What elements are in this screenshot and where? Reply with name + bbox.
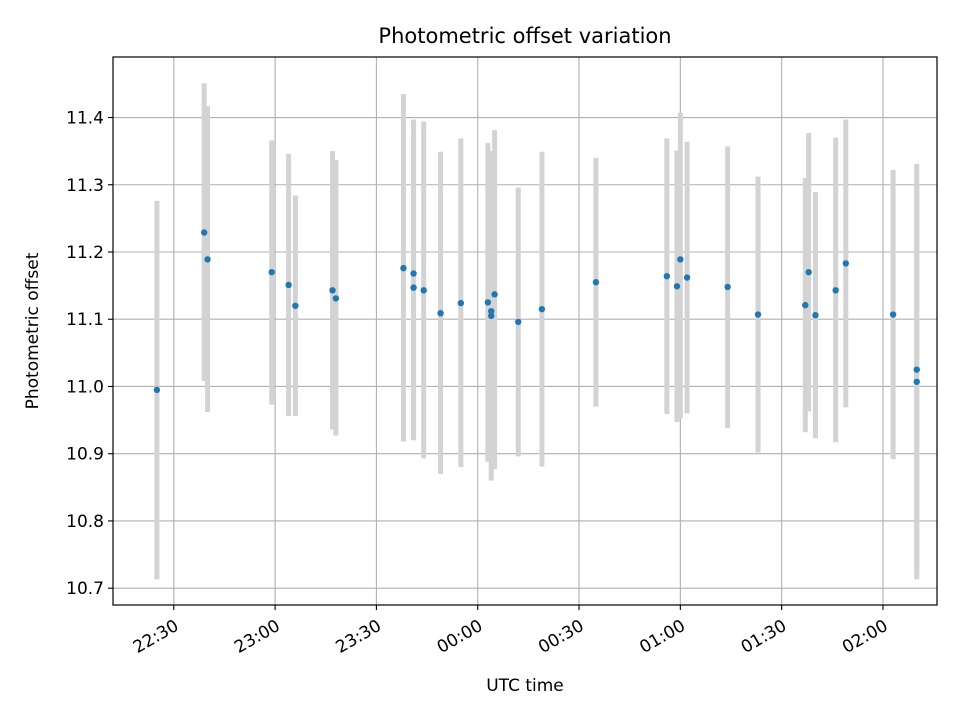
grid (113, 57, 937, 605)
data-point (663, 273, 671, 280)
y-tick-label: 10.9 (66, 445, 104, 465)
data-point (410, 270, 417, 277)
data-point (683, 274, 691, 281)
data-point (802, 301, 809, 309)
y-tick-label: 11.3 (66, 176, 104, 196)
data-point (268, 268, 275, 276)
y-tick-label: 10.7 (66, 579, 104, 599)
data-point (153, 386, 161, 394)
data-point (457, 299, 465, 307)
chart-title: Photometric offset variation (378, 24, 671, 48)
data-point (400, 264, 407, 272)
y-tick-label: 10.8 (66, 512, 104, 532)
data-point (437, 309, 444, 317)
data-point (677, 256, 684, 263)
data-point (515, 318, 522, 326)
data-point (673, 283, 681, 290)
data-point (204, 256, 211, 263)
data-point (488, 307, 495, 315)
data-point (491, 291, 498, 298)
data-point (420, 287, 427, 294)
plot-frame (112, 56, 938, 606)
data-point (410, 284, 417, 291)
data-point (292, 302, 299, 309)
data-point (329, 287, 336, 294)
data-point (812, 311, 819, 319)
data-point (842, 260, 850, 267)
data-point (488, 312, 495, 320)
data-point (200, 229, 208, 236)
data-point (754, 311, 762, 318)
y-tick-label: 11.2 (66, 243, 104, 263)
y-axis: 10.7 10.8 10.9 11.0 11.1 11.2 11.3 11.4 (66, 109, 113, 599)
x-axis-label: UTC time (486, 676, 564, 696)
data-point (538, 305, 546, 313)
data-point (592, 279, 600, 286)
y-tick-label: 11.0 (66, 377, 104, 397)
data-point (913, 378, 920, 385)
data-point (484, 299, 492, 306)
y-tick-label: 11.1 (66, 310, 104, 330)
data-points (153, 229, 920, 394)
y-axis-label: Photometric offset (23, 252, 43, 409)
data-point (332, 295, 340, 302)
y-tick-label: 11.4 (66, 109, 104, 129)
data-point (285, 281, 292, 289)
data-point (913, 366, 920, 373)
data-point (889, 311, 897, 318)
data-point (724, 283, 731, 291)
data-point (832, 287, 839, 294)
data-point (805, 268, 812, 276)
